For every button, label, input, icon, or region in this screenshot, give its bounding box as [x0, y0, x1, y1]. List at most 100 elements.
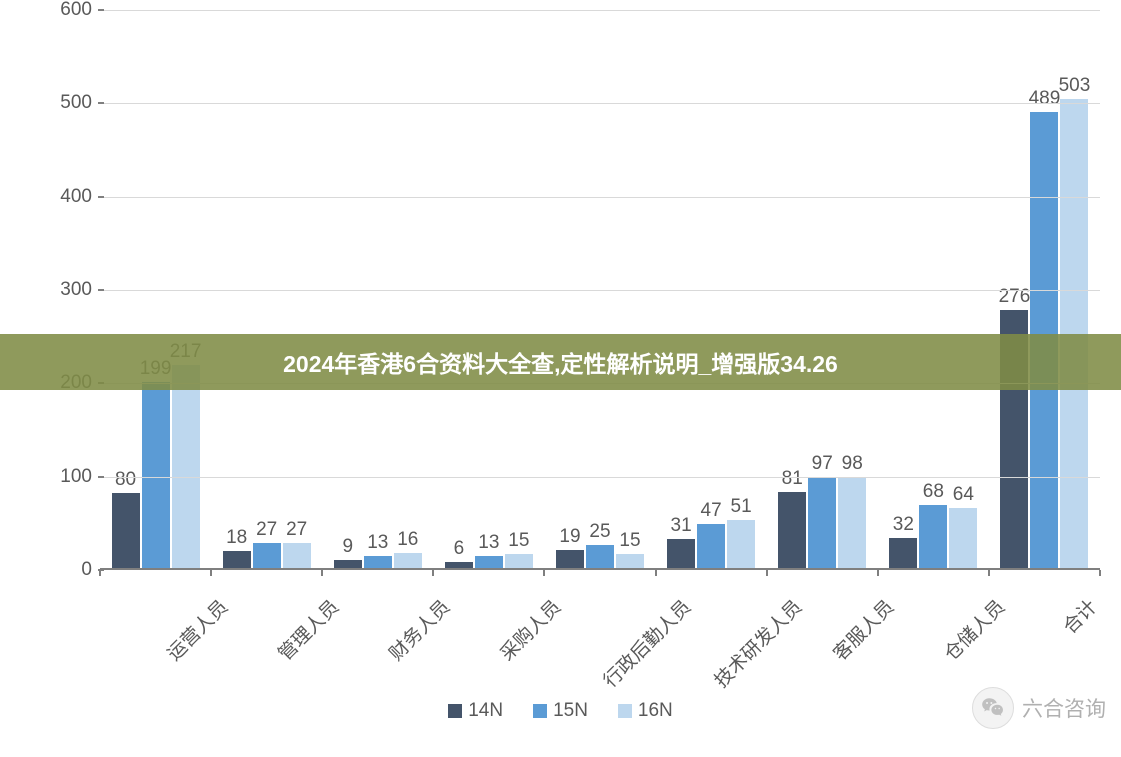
- x-tick-mark: [432, 570, 434, 576]
- x-tick-mark: [321, 570, 323, 576]
- legend: 14N 15N 16N: [0, 700, 1121, 722]
- category-group: 91316: [334, 553, 422, 568]
- bar-value-label: 6: [454, 538, 465, 562]
- legend-label: 15N: [553, 700, 588, 722]
- y-tick-label: 500: [60, 92, 92, 114]
- y-tick-mark: [98, 9, 104, 11]
- bar-value-label: 64: [953, 484, 974, 508]
- bar-value-label: 27: [256, 519, 277, 543]
- bar: 13: [475, 556, 503, 568]
- bar: 27: [283, 543, 311, 568]
- bar: 15: [505, 554, 533, 568]
- bar: 32: [889, 538, 917, 568]
- x-tick-mark: [99, 570, 101, 576]
- x-tick-label: 财务人员: [382, 593, 455, 666]
- x-tick-label: 运营人员: [160, 593, 233, 666]
- wechat-icon: [972, 687, 1014, 729]
- x-tick-label: 行政后勤人员: [596, 593, 696, 693]
- y-tick-label: 400: [60, 186, 92, 208]
- bar: 80: [112, 493, 140, 568]
- x-tick-label: 合计: [1057, 593, 1103, 639]
- gridline: [100, 103, 1100, 104]
- plot-area: 8019921718272791316613151925153147518197…: [100, 10, 1100, 570]
- category-group: 61315: [445, 554, 533, 568]
- bar-value-label: 98: [842, 453, 863, 477]
- bar-value-label: 15: [508, 530, 529, 554]
- x-axis-labels: 运营人员管理人员财务人员采购人员行政后勤人员技术研发人员客服人员仓储人员合计: [100, 585, 1100, 705]
- bar-value-label: 47: [701, 500, 722, 524]
- bar: 47: [697, 524, 725, 568]
- y-tick-label: 600: [60, 0, 92, 21]
- legend-label: 14N: [468, 700, 503, 722]
- y-tick-mark: [98, 476, 104, 478]
- bar: 27: [253, 543, 281, 568]
- legend-swatch: [448, 704, 462, 718]
- y-tick-mark: [98, 196, 104, 198]
- legend-label: 16N: [638, 700, 673, 722]
- watermark: 六合咨询: [972, 687, 1106, 729]
- bar: 64: [949, 508, 977, 568]
- legend-swatch: [533, 704, 547, 718]
- bars-wrap: 8019921718272791316613151925153147518197…: [100, 10, 1100, 568]
- x-tick-label: 客服人员: [826, 593, 899, 666]
- category-group: 326864: [889, 505, 977, 568]
- bar-value-label: 31: [671, 515, 692, 539]
- category-group: 182727: [223, 543, 311, 568]
- bar-value-label: 16: [397, 529, 418, 553]
- category-group: 314751: [667, 520, 755, 568]
- legend-item: 14N: [448, 700, 503, 722]
- x-tick-label: 采购人员: [493, 593, 566, 666]
- x-tick-mark: [988, 570, 990, 576]
- bar-value-label: 489: [1029, 88, 1061, 112]
- bar: 97: [808, 477, 836, 568]
- bar: 19: [556, 550, 584, 568]
- gridline: [100, 197, 1100, 198]
- x-tick-mark: [210, 570, 212, 576]
- legend-item: 15N: [533, 700, 588, 722]
- bar-value-label: 18: [226, 527, 247, 551]
- legend-swatch: [618, 704, 632, 718]
- bar: 199: [142, 382, 170, 568]
- y-tick-label: 300: [60, 279, 92, 301]
- watermark-text: 六合咨询: [1022, 693, 1106, 723]
- y-tick-mark: [98, 102, 104, 104]
- bar-value-label: 27: [286, 519, 307, 543]
- gridline: [100, 477, 1100, 478]
- bar-value-label: 25: [589, 521, 610, 545]
- bar: 6: [445, 562, 473, 568]
- bar: 81: [778, 492, 806, 568]
- bar: 25: [586, 545, 614, 568]
- y-tick-label: 100: [60, 466, 92, 488]
- x-tick-label: 技术研发人员: [707, 593, 807, 693]
- y-axis: 0100200300400500600: [50, 10, 100, 570]
- category-group: 192515: [556, 545, 644, 568]
- overlay-text: 2024年香港6合资料大全查,定性解析说明_增强版34.26: [283, 345, 838, 379]
- x-tick-label: 管理人员: [271, 593, 344, 666]
- bar-value-label: 13: [478, 532, 499, 556]
- bar: 217: [172, 365, 200, 568]
- bar-value-label: 19: [559, 526, 580, 550]
- gridline: [100, 290, 1100, 291]
- y-tick-label: 0: [81, 559, 92, 581]
- bar: 16: [394, 553, 422, 568]
- bar: 9: [334, 560, 362, 568]
- bar-value-label: 80: [115, 469, 136, 493]
- x-tick-mark: [655, 570, 657, 576]
- x-tick-mark: [543, 570, 545, 576]
- bar-value-label: 9: [342, 536, 353, 560]
- chart-container: 0100200300400500600 80199217182727913166…: [50, 10, 1100, 570]
- bar-value-label: 13: [367, 532, 388, 556]
- bar: 31: [667, 539, 695, 568]
- x-tick-mark: [766, 570, 768, 576]
- bar-value-label: 51: [731, 496, 752, 520]
- bar: 98: [838, 477, 866, 568]
- category-group: 819798: [778, 477, 866, 568]
- gridline: [100, 10, 1100, 11]
- y-tick-mark: [98, 289, 104, 291]
- bar-value-label: 503: [1059, 75, 1091, 99]
- bar: 51: [727, 520, 755, 568]
- bar: 15: [616, 554, 644, 568]
- bar: 68: [919, 505, 947, 568]
- bar: 18: [223, 551, 251, 568]
- bar-value-label: 81: [782, 468, 803, 492]
